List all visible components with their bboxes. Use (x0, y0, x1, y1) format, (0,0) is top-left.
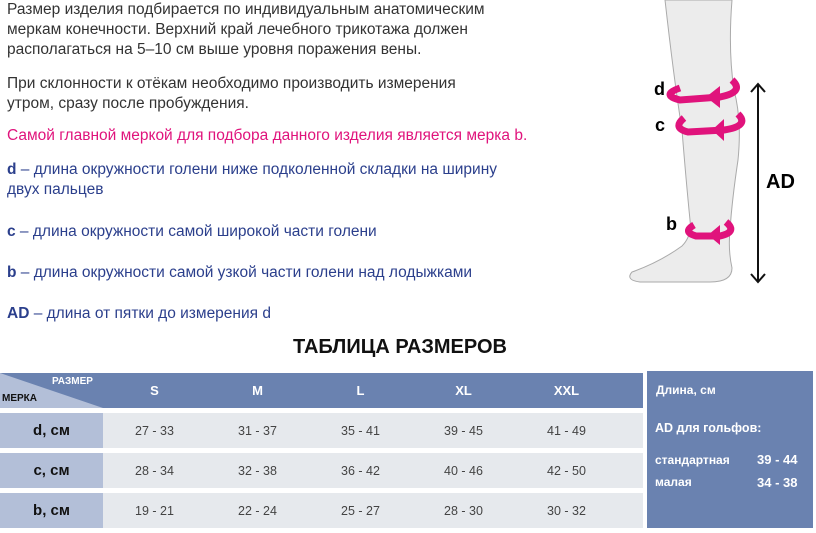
table-cell: 40 - 46 (444, 463, 483, 478)
table-cell: 42 - 50 (547, 463, 586, 478)
intro-paragraph-2: При склонности к отёкам необходимо произ… (7, 75, 456, 112)
table-row (103, 453, 643, 488)
table-cell: 19 - 21 (135, 503, 174, 518)
def-b: b – длина окружности самой узкой части г… (7, 264, 473, 281)
size-header: XL (455, 383, 472, 398)
table-cell: 27 - 33 (135, 423, 174, 438)
table-cell: 35 - 41 (341, 423, 380, 438)
table-cell: 39 - 45 (444, 423, 483, 438)
intro-paragraph-1: Размер изделия подбирается по индивидуал… (7, 1, 485, 58)
size-header: M (252, 383, 263, 398)
table-row (103, 493, 643, 528)
corner-measure-label: МЕРКА (2, 393, 37, 404)
def-d: d – длина окружности голени ниже подколе… (7, 161, 498, 198)
label-c: c (655, 115, 665, 135)
corner-size-label: РАЗМЕР (52, 376, 93, 387)
table-cell: 25 - 27 (341, 503, 380, 518)
corner-cell (0, 373, 103, 408)
table-cell: 31 - 37 (238, 423, 277, 438)
row-label: d, см (0, 413, 103, 448)
label-b: b (666, 214, 677, 234)
length-panel: Длина, см AD для гольфов: стандартная 39… (647, 371, 813, 528)
row-label: c, см (0, 453, 103, 488)
table-title: ТАБЛИЦА РАЗМЕРОВ (293, 336, 507, 358)
table-cell: 36 - 42 (341, 463, 380, 478)
def-c: c – длина окружности самой широкой части… (7, 223, 377, 240)
size-header: S (150, 383, 159, 398)
table-cell: 30 - 32 (547, 503, 586, 518)
size-header: XXL (553, 383, 580, 398)
row-label: b, см (0, 493, 103, 528)
table-cell: 28 - 34 (135, 463, 174, 478)
label-ad: AD (766, 171, 795, 193)
leg-diagram: d c b AD (629, 0, 795, 284)
def-ad: AD – длина от пятки до измерения d (7, 305, 271, 322)
table-row (103, 413, 643, 448)
table-cell: 32 - 38 (238, 463, 277, 478)
table-cell: 28 - 30 (444, 503, 483, 518)
label-d: d (654, 79, 665, 99)
table-header (0, 373, 643, 408)
size-header: L (356, 383, 365, 398)
table-cell: 41 - 49 (547, 423, 586, 438)
table-cell: 22 - 24 (238, 503, 277, 518)
highlight-note: Самой главной меркой для подбора данного… (7, 127, 528, 144)
